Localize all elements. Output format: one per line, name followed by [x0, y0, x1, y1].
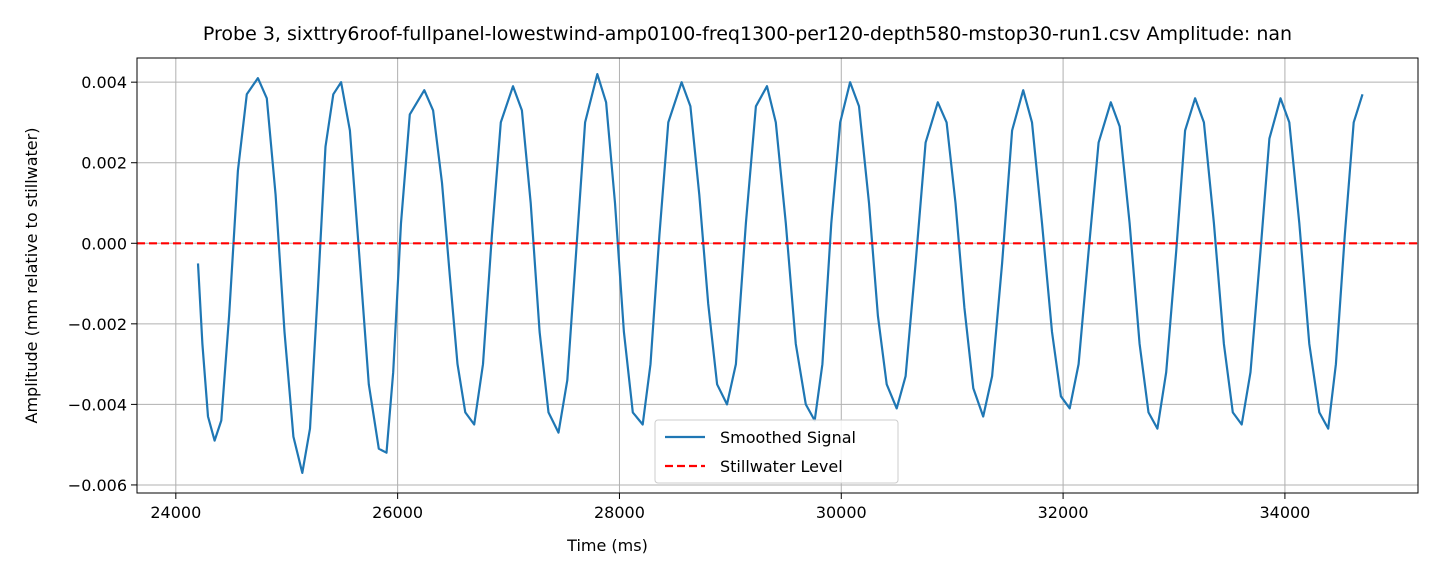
ticks: 24000 26000 28000 30000 32000 34000 −0.006 −0.0… — [68, 73, 1311, 522]
legend-label: Smoothed Signal — [720, 428, 856, 447]
series-layer — [137, 72, 1418, 474]
smoothed-signal-line — [196, 72, 1364, 474]
y-tick-label: −0.004 — [68, 395, 127, 414]
y-tick-label: −0.006 — [68, 476, 127, 495]
y-tick-label: 0.000 — [81, 234, 127, 253]
legend-box — [654, 419, 899, 484]
x-tick-label: 30000 — [816, 503, 867, 522]
x-tick-label: 32000 — [1038, 503, 1089, 522]
x-tick-label: 26000 — [372, 503, 423, 522]
x-tick-label: 28000 — [594, 503, 645, 522]
x-tick-label: 34000 — [1259, 503, 1310, 522]
y-tick-label: −0.002 — [68, 315, 127, 334]
plot-area-frame — [136, 57, 1419, 494]
y-axis-label: Amplitude (mm relative to stillwater) — [22, 128, 41, 424]
x-tick-label: 24000 — [150, 503, 201, 522]
x-axis-label: Time (ms) — [566, 536, 648, 555]
legend: Smoothed Signal Stillwater Level — [654, 419, 899, 484]
y-tick-label: 0.004 — [81, 73, 127, 92]
chart-title: Probe 3, sixttry6roof-fullpanel-lowestwi… — [203, 23, 1292, 45]
grid — [137, 58, 1418, 493]
y-tick-label: 0.002 — [81, 154, 127, 173]
legend-label: Stillwater Level — [720, 457, 843, 476]
